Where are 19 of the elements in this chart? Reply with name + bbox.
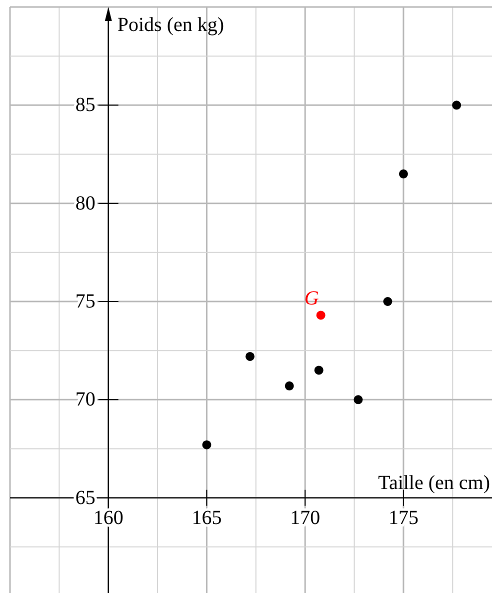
point <box>383 297 392 306</box>
point <box>316 310 326 320</box>
y-tick-label: 85 <box>75 94 96 116</box>
y-tick-label: 70 <box>75 388 96 411</box>
point <box>284 381 294 390</box>
point <box>314 366 324 375</box>
y-axis-title: Poids (en kg) <box>117 14 224 36</box>
point <box>202 440 212 450</box>
x-tick-label: 175 <box>388 506 418 529</box>
x-tick-label: 165 <box>192 506 222 529</box>
point <box>246 352 255 361</box>
series-label: G <box>304 288 320 310</box>
y-tick-label: 80 <box>75 192 96 214</box>
y-tick-label: 75 <box>75 290 96 312</box>
point <box>452 100 462 110</box>
x-axis-title: Taille (en cm) <box>378 472 490 494</box>
point <box>398 169 408 178</box>
point <box>354 395 363 404</box>
x-tick-label: 170 <box>290 506 320 529</box>
